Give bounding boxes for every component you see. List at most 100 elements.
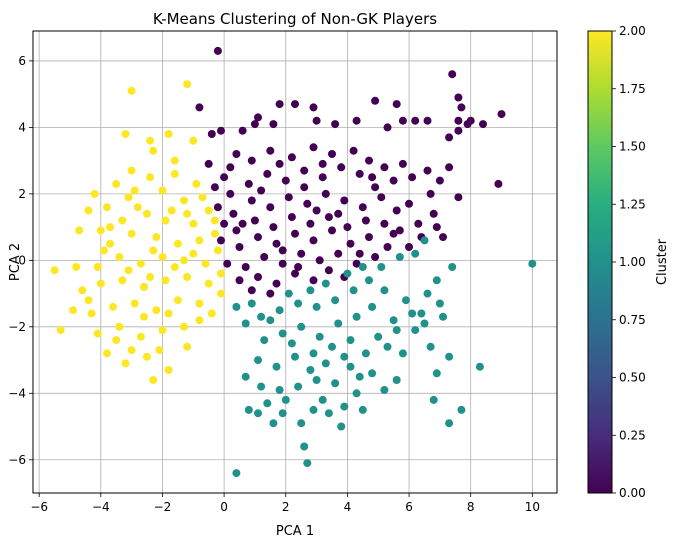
data-point-cluster-1 bbox=[312, 302, 321, 311]
data-point-cluster-1 bbox=[294, 299, 303, 308]
data-point-cluster-0 bbox=[213, 203, 222, 212]
data-point-cluster-0 bbox=[334, 249, 343, 258]
data-point-cluster-0 bbox=[368, 173, 377, 182]
data-point-cluster-1 bbox=[254, 409, 262, 418]
data-point-cluster-2 bbox=[192, 179, 201, 188]
data-point-cluster-2 bbox=[103, 203, 111, 212]
data-point-cluster-0 bbox=[343, 223, 352, 232]
data-point-cluster-0 bbox=[324, 266, 333, 275]
data-point-cluster-1 bbox=[247, 299, 256, 308]
data-point-cluster-0 bbox=[408, 173, 417, 182]
data-point-cluster-0 bbox=[349, 146, 358, 155]
data-point-cluster-2 bbox=[143, 209, 151, 218]
data-point-cluster-0 bbox=[223, 259, 232, 268]
data-point-cluster-1 bbox=[287, 339, 296, 348]
data-point-cluster-2 bbox=[56, 326, 65, 335]
data-point-cluster-1 bbox=[324, 409, 333, 418]
data-point-cluster-0 bbox=[309, 103, 318, 112]
colorbar-tick-label: 1.25 bbox=[619, 197, 646, 211]
data-point-cluster-2 bbox=[84, 206, 93, 215]
data-point-cluster-2 bbox=[96, 226, 105, 235]
data-point-cluster-0 bbox=[352, 116, 361, 125]
data-point-cluster-0 bbox=[454, 126, 463, 135]
y-tick-label: −2 bbox=[8, 320, 26, 334]
data-point-cluster-0 bbox=[210, 183, 219, 192]
data-point-cluster-0 bbox=[328, 150, 336, 158]
data-point-cluster-0 bbox=[254, 233, 262, 242]
data-point-cluster-0 bbox=[383, 243, 392, 251]
data-point-cluster-2 bbox=[189, 136, 198, 145]
data-point-cluster-1 bbox=[355, 372, 364, 381]
data-point-cluster-0 bbox=[445, 133, 454, 142]
data-point-cluster-2 bbox=[161, 276, 170, 285]
data-point-cluster-2 bbox=[183, 273, 192, 281]
data-point-cluster-0 bbox=[226, 189, 235, 198]
x-tick-label: 10 bbox=[525, 500, 540, 514]
data-point-cluster-1 bbox=[423, 289, 432, 298]
data-point-cluster-1 bbox=[340, 352, 349, 361]
data-point-cluster-2 bbox=[195, 316, 204, 325]
data-point-cluster-0 bbox=[297, 249, 306, 258]
data-point-cluster-0 bbox=[479, 120, 487, 129]
data-point-cluster-2 bbox=[103, 349, 111, 358]
data-point-cluster-0 bbox=[331, 120, 340, 129]
data-point-cluster-0 bbox=[220, 173, 229, 182]
data-point-cluster-1 bbox=[275, 306, 284, 315]
data-point-cluster-0 bbox=[232, 150, 241, 158]
data-point-cluster-1 bbox=[417, 309, 426, 318]
data-point-cluster-2 bbox=[152, 306, 161, 315]
colorbar-label: Cluster bbox=[655, 238, 670, 285]
data-point-cluster-0 bbox=[254, 113, 262, 122]
data-point-cluster-0 bbox=[254, 273, 262, 281]
data-point-cluster-0 bbox=[275, 159, 284, 168]
data-point-cluster-2 bbox=[180, 256, 188, 265]
data-point-cluster-0 bbox=[226, 163, 235, 172]
data-point-cluster-1 bbox=[232, 469, 241, 478]
data-point-cluster-1 bbox=[380, 286, 389, 295]
data-point-cluster-0 bbox=[463, 120, 472, 129]
data-point-cluster-1 bbox=[337, 422, 346, 431]
data-point-cluster-2 bbox=[121, 130, 130, 138]
data-point-cluster-0 bbox=[371, 96, 380, 105]
data-point-cluster-1 bbox=[315, 332, 324, 341]
data-point-cluster-0 bbox=[411, 116, 420, 125]
data-point-cluster-2 bbox=[183, 80, 192, 89]
data-point-cluster-0 bbox=[432, 223, 441, 232]
colorbar-tick-label: 0.50 bbox=[619, 371, 646, 385]
data-point-cluster-1 bbox=[272, 362, 281, 371]
data-point-cluster-2 bbox=[127, 346, 136, 355]
data-point-cluster-2 bbox=[115, 322, 124, 331]
data-point-cluster-1 bbox=[232, 302, 241, 311]
data-point-cluster-1 bbox=[402, 296, 410, 305]
data-point-cluster-0 bbox=[241, 263, 250, 271]
data-point-cluster-1 bbox=[457, 405, 466, 414]
y-axis-label: PCA 2 bbox=[8, 243, 23, 281]
data-point-cluster-1 bbox=[343, 269, 352, 278]
data-point-cluster-0 bbox=[337, 163, 346, 172]
y-tick-label: −6 bbox=[8, 453, 26, 467]
data-point-cluster-2 bbox=[106, 223, 115, 232]
data-point-cluster-2 bbox=[170, 156, 179, 165]
data-point-cluster-0 bbox=[355, 169, 364, 178]
data-point-cluster-1 bbox=[297, 322, 306, 331]
data-point-cluster-1 bbox=[254, 356, 262, 365]
data-point-cluster-1 bbox=[358, 405, 367, 414]
data-point-cluster-1 bbox=[392, 326, 401, 335]
data-point-cluster-0 bbox=[454, 93, 463, 102]
data-point-cluster-2 bbox=[173, 239, 182, 248]
data-point-cluster-1 bbox=[284, 289, 293, 298]
data-point-cluster-1 bbox=[445, 352, 454, 361]
data-point-cluster-0 bbox=[260, 253, 269, 261]
x-tick-label: −6 bbox=[30, 500, 48, 514]
data-point-cluster-2 bbox=[69, 306, 78, 315]
data-point-cluster-2 bbox=[143, 352, 151, 361]
data-point-cluster-1 bbox=[244, 405, 253, 414]
data-point-cluster-2 bbox=[158, 253, 167, 261]
data-point-cluster-0 bbox=[278, 246, 287, 255]
data-point-cluster-0 bbox=[257, 186, 266, 195]
data-point-cluster-0 bbox=[346, 239, 355, 248]
data-point-cluster-0 bbox=[429, 209, 438, 218]
data-point-cluster-2 bbox=[164, 309, 173, 318]
data-point-cluster-1 bbox=[346, 336, 355, 345]
colorbar-tick-label: 0.25 bbox=[619, 428, 646, 442]
